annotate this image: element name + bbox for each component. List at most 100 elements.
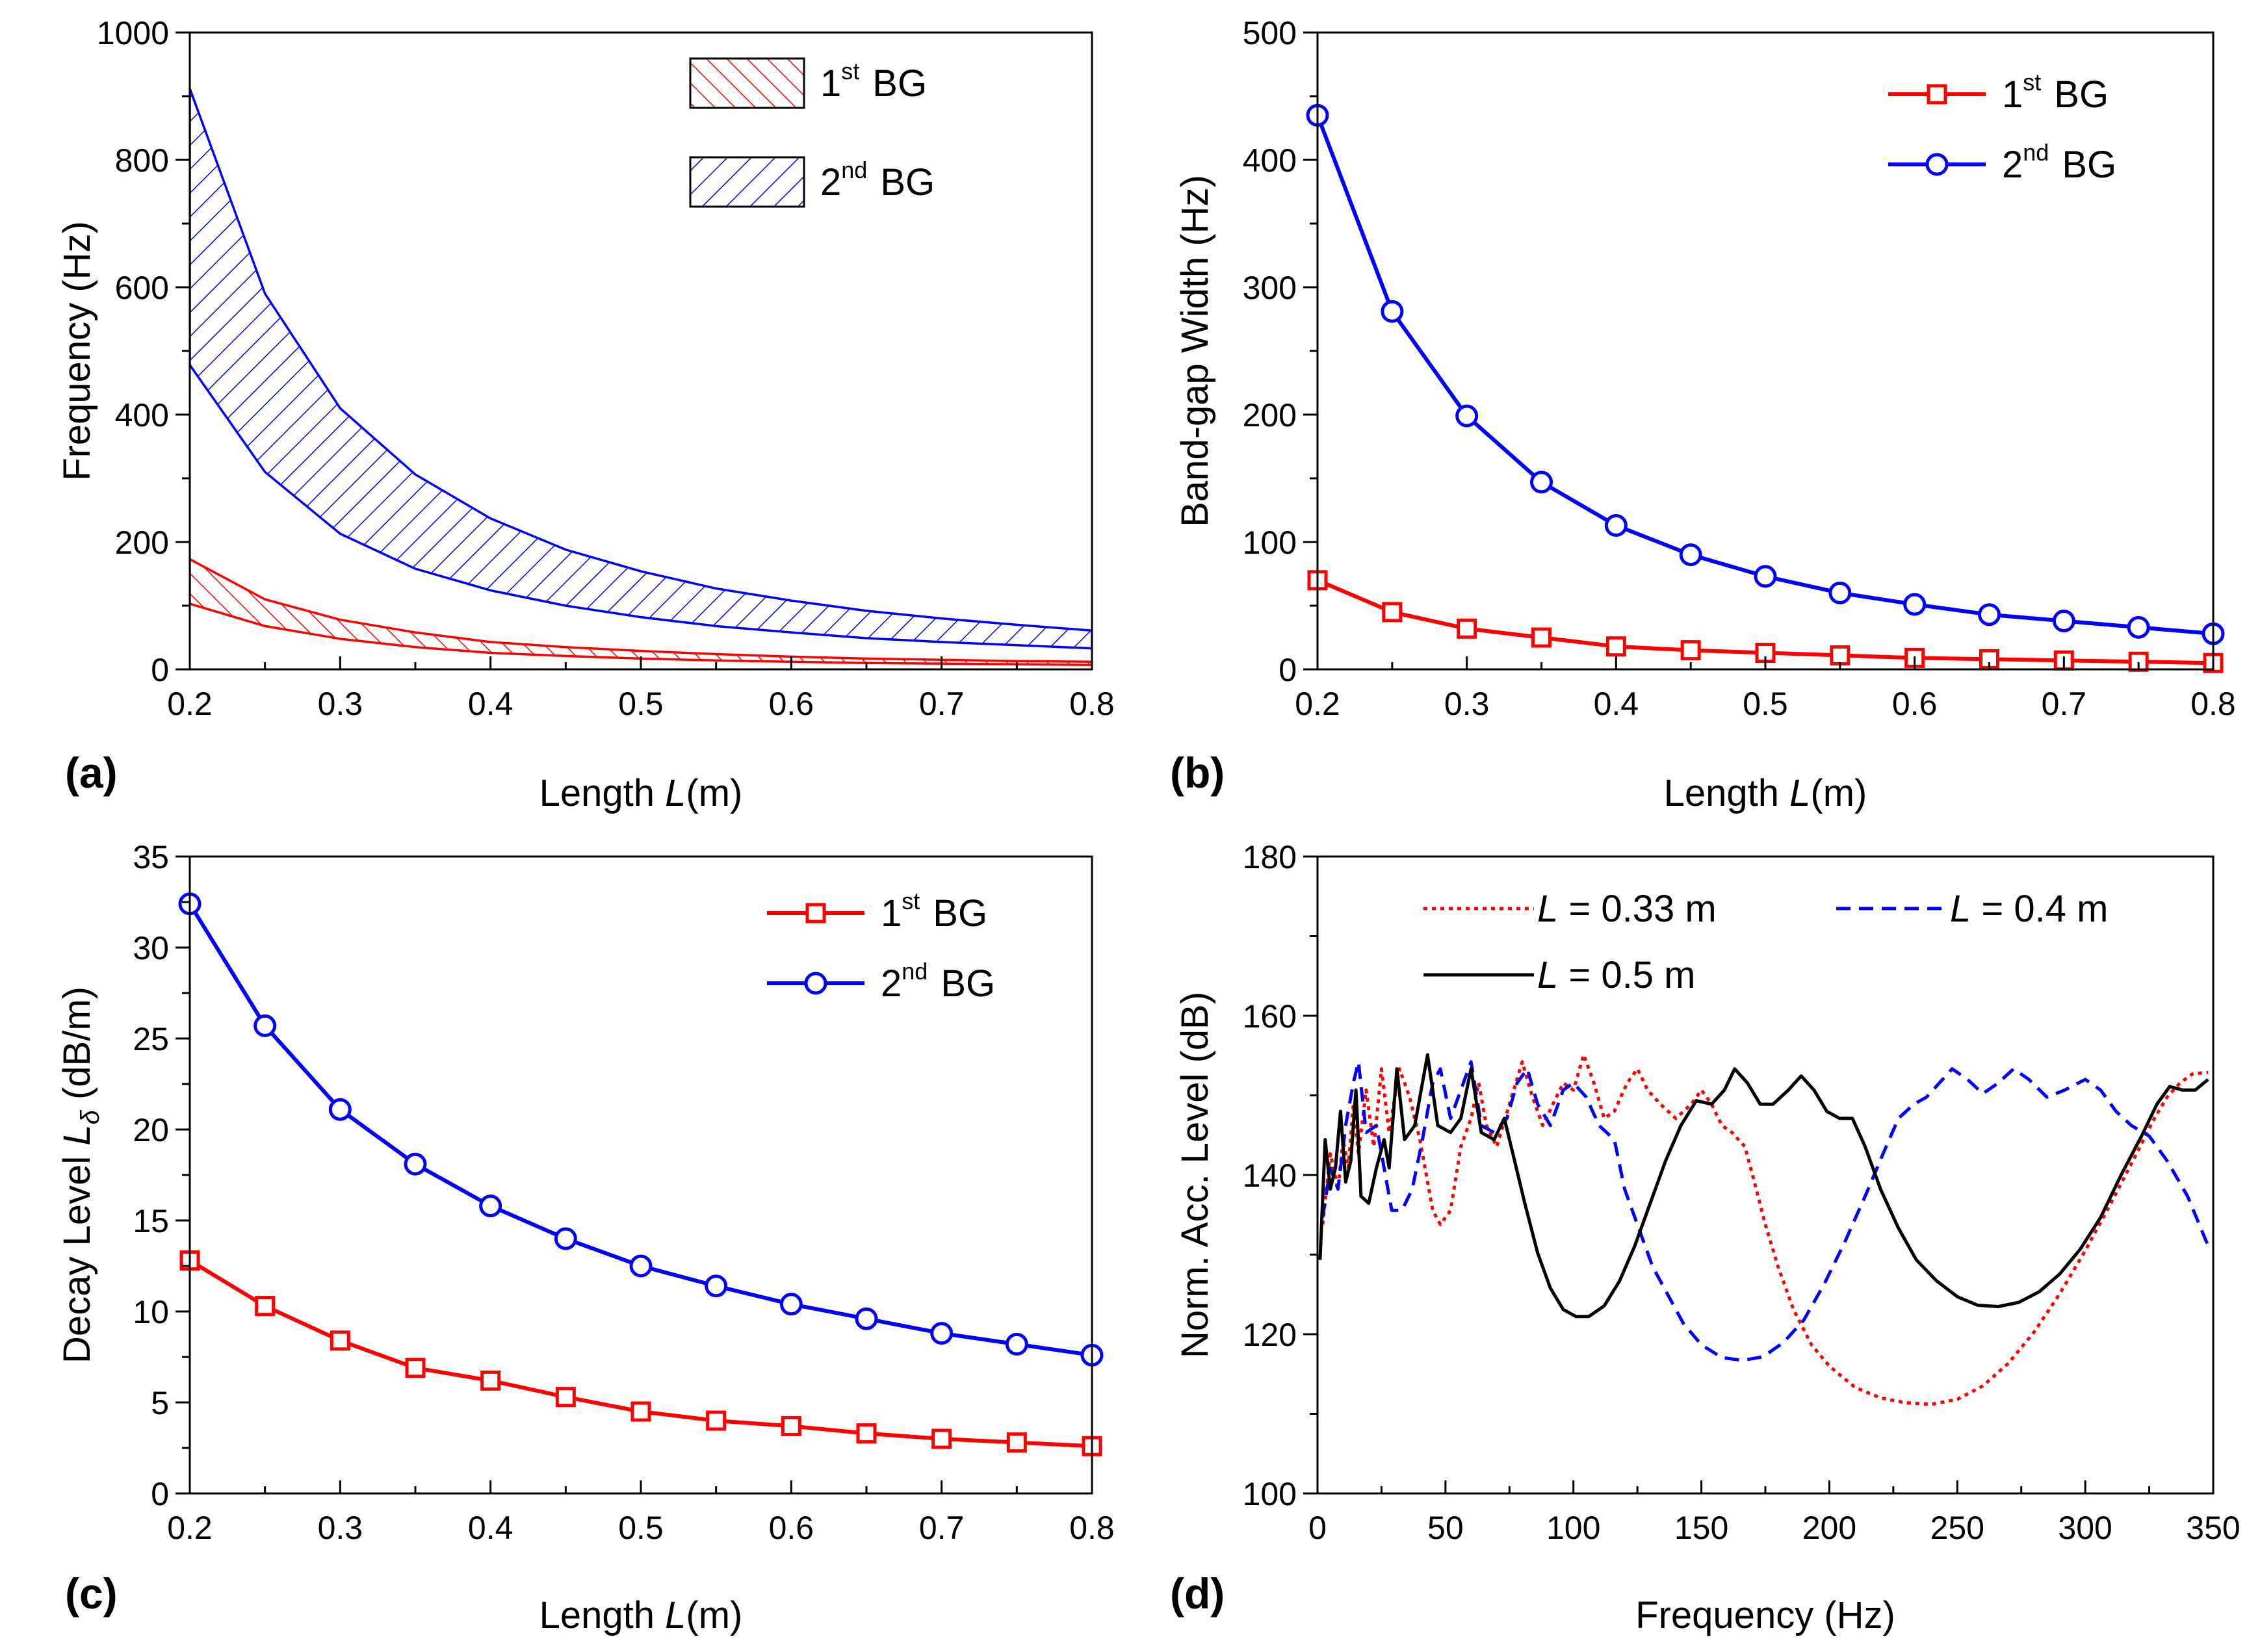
y-tick-label: 0 bbox=[151, 652, 169, 688]
marker-circle bbox=[1679, 543, 1702, 567]
axes-frame bbox=[1316, 855, 2215, 1495]
y-axis-label-text: Frequency (Hz) bbox=[56, 221, 98, 481]
marker-square bbox=[856, 1423, 877, 1444]
marker-circle bbox=[2127, 615, 2150, 639]
marker-circle bbox=[1455, 404, 1479, 428]
x-tick-label: 0.7 bbox=[2042, 686, 2087, 722]
y-axis-label: Band-gap Width (Hz) bbox=[1174, 175, 1216, 527]
legend-label: 2nd BG bbox=[881, 958, 995, 1005]
marker-circle bbox=[2052, 610, 2075, 633]
legend-label-text: BG bbox=[933, 892, 987, 935]
marker-square bbox=[480, 1370, 501, 1391]
x-axis-label-unit: (m) bbox=[686, 1594, 742, 1636]
legend-label: L = 0.4 m bbox=[1950, 888, 2108, 930]
series-line-1 bbox=[1321, 1053, 2209, 1406]
marker-circle bbox=[855, 1307, 878, 1330]
y-tick-label: 15 bbox=[133, 1203, 169, 1239]
marker-circle bbox=[1903, 593, 1927, 616]
x-axis-label-symbol: L bbox=[665, 772, 686, 814]
marker-circle bbox=[629, 1254, 653, 1278]
x-tick-label: 0.4 bbox=[468, 1510, 513, 1546]
y-tick-label: 500 bbox=[1243, 15, 1297, 51]
x-tick-label: 300 bbox=[2058, 1510, 2112, 1546]
y-tick-label: 30 bbox=[133, 930, 169, 966]
y-tick-label: 35 bbox=[133, 839, 169, 875]
marker-square bbox=[931, 1428, 952, 1449]
x-axis-label: Frequency (Hz) bbox=[1635, 1594, 1895, 1636]
legend-label-text: BG bbox=[2062, 144, 2116, 186]
x-tick-label: 50 bbox=[1427, 1510, 1464, 1546]
legend: 1st BG 2nd BG bbox=[767, 888, 995, 1005]
y-tick-label: 400 bbox=[1243, 142, 1297, 179]
x-tick-label: 0.3 bbox=[1444, 686, 1490, 722]
legend-swatch bbox=[689, 57, 805, 109]
y-tick-label: 5 bbox=[151, 1385, 169, 1421]
plot-area bbox=[190, 88, 1092, 666]
y-tick-label: 160 bbox=[1243, 998, 1297, 1035]
legend-label: 1st BG bbox=[881, 888, 987, 935]
marker-square bbox=[1382, 602, 1403, 623]
marker-square bbox=[706, 1410, 727, 1431]
marker-square bbox=[1605, 636, 1626, 657]
series-line-3 bbox=[1318, 1053, 2209, 1319]
marker-square bbox=[1830, 645, 1851, 665]
legend-label-num: 2 bbox=[881, 962, 902, 1005]
legend-label-sup: st bbox=[841, 58, 859, 84]
marker-circle bbox=[930, 1322, 954, 1345]
x-axis-label-text: Length bbox=[539, 772, 666, 814]
y-tick-label: 140 bbox=[1243, 1157, 1297, 1194]
legend-label: L = 0.33 m bbox=[1537, 888, 1717, 930]
marker-square bbox=[630, 1401, 651, 1422]
x-tick-label: 100 bbox=[1546, 1510, 1600, 1546]
marker-circle bbox=[1005, 1332, 1028, 1356]
legend-label-num: 2 bbox=[2002, 144, 2023, 186]
marker-square bbox=[555, 1387, 576, 1408]
panel-label: (c) bbox=[65, 1569, 118, 1618]
legend-marker-circle bbox=[804, 972, 827, 995]
legend-label-text: = 0.4 m bbox=[1971, 888, 2108, 930]
x-axis-label: Length L(m) bbox=[1664, 772, 1867, 814]
x-axis-label-unit: (m) bbox=[686, 772, 742, 814]
x-tick-label: 250 bbox=[1930, 1510, 1984, 1546]
y-tick-label: 120 bbox=[1243, 1317, 1297, 1353]
y-axis-label-subscript: δ bbox=[76, 1109, 105, 1124]
y-tick-label: 600 bbox=[115, 270, 169, 306]
legend: L = 0.33 m L = 0.4 m L = 0.5 m bbox=[1423, 888, 2108, 996]
marker-circle bbox=[1828, 581, 1852, 604]
x-axis-label-text: Frequency (Hz) bbox=[1635, 1594, 1895, 1636]
x-tick-label: 0.6 bbox=[1892, 686, 1938, 722]
y-tick-label: 200 bbox=[1243, 397, 1297, 433]
marker-circle bbox=[1754, 565, 1777, 588]
y-tick-label: 25 bbox=[133, 1021, 169, 1057]
x-axis-label-text: Length bbox=[539, 1594, 666, 1636]
y-tick-label: 0 bbox=[1279, 652, 1297, 688]
panel-label: (b) bbox=[1170, 749, 1225, 797]
y-axis-label: Frequency (Hz) bbox=[56, 221, 98, 481]
x-tick-label: 0.5 bbox=[1743, 686, 1788, 722]
legend-marker-square bbox=[1927, 84, 1947, 105]
y-tick-label: 100 bbox=[1243, 524, 1297, 561]
marker-square bbox=[1006, 1432, 1027, 1453]
legend-label-text: = 0.5 m bbox=[1558, 954, 1695, 996]
legend-label-text: BG bbox=[941, 962, 995, 1005]
y-tick-label: 180 bbox=[1243, 839, 1297, 875]
legend-label: L = 0.5 m bbox=[1537, 954, 1695, 996]
x-axis-label: Length L(m) bbox=[539, 1594, 743, 1636]
x-tick-label: 0.8 bbox=[1069, 1510, 1115, 1546]
axes-frame bbox=[188, 855, 1093, 1495]
legend-label-text: BG bbox=[880, 161, 935, 203]
x-tick-label: 0.4 bbox=[468, 686, 513, 722]
panel-label: (a) bbox=[65, 749, 118, 797]
series-line-2 bbox=[1318, 114, 2213, 636]
legend-label-text: BG bbox=[872, 62, 927, 105]
x-tick-label: 0.2 bbox=[167, 1510, 213, 1546]
y-axis-label: Norm. Acc. Level (dB) bbox=[1174, 992, 1216, 1358]
x-tick-label: 0.6 bbox=[769, 686, 814, 722]
marker-circle bbox=[779, 1293, 803, 1316]
x-tick-label: 150 bbox=[1674, 1510, 1728, 1546]
panel-b: 0.2 0.3 0.4 0.5 0.6 0.7 0.8 0 100 200 300 400 500 Len… bbox=[1170, 15, 2236, 814]
marker-square bbox=[405, 1358, 426, 1378]
x-tick-label: 0.5 bbox=[618, 686, 664, 722]
